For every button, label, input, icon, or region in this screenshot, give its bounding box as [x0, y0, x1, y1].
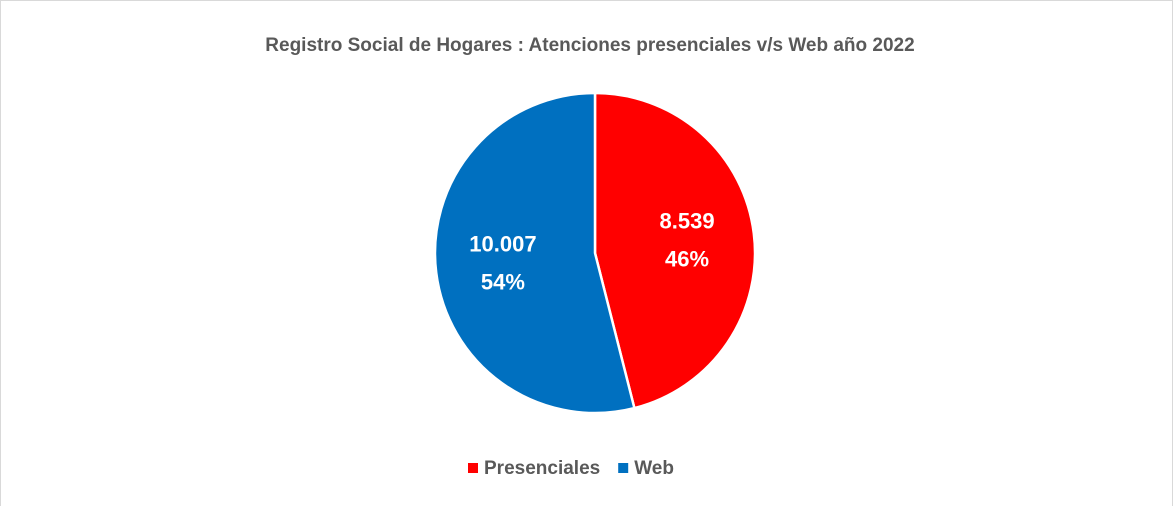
data-label: 8.539	[660, 208, 715, 233]
pie-slice	[433, 91, 636, 415]
data-label: 10.007	[469, 231, 536, 256]
data-label: 54%	[481, 269, 525, 294]
legend-label: Web	[634, 458, 674, 479]
chart-title: Registro Social de Hogares : Atenciones …	[265, 35, 914, 56]
legend-label: Presenciales	[484, 458, 600, 479]
pie-slice	[593, 91, 757, 410]
legend-swatch	[468, 463, 478, 473]
legend-swatch	[618, 463, 629, 473]
data-label: 46%	[665, 246, 709, 271]
